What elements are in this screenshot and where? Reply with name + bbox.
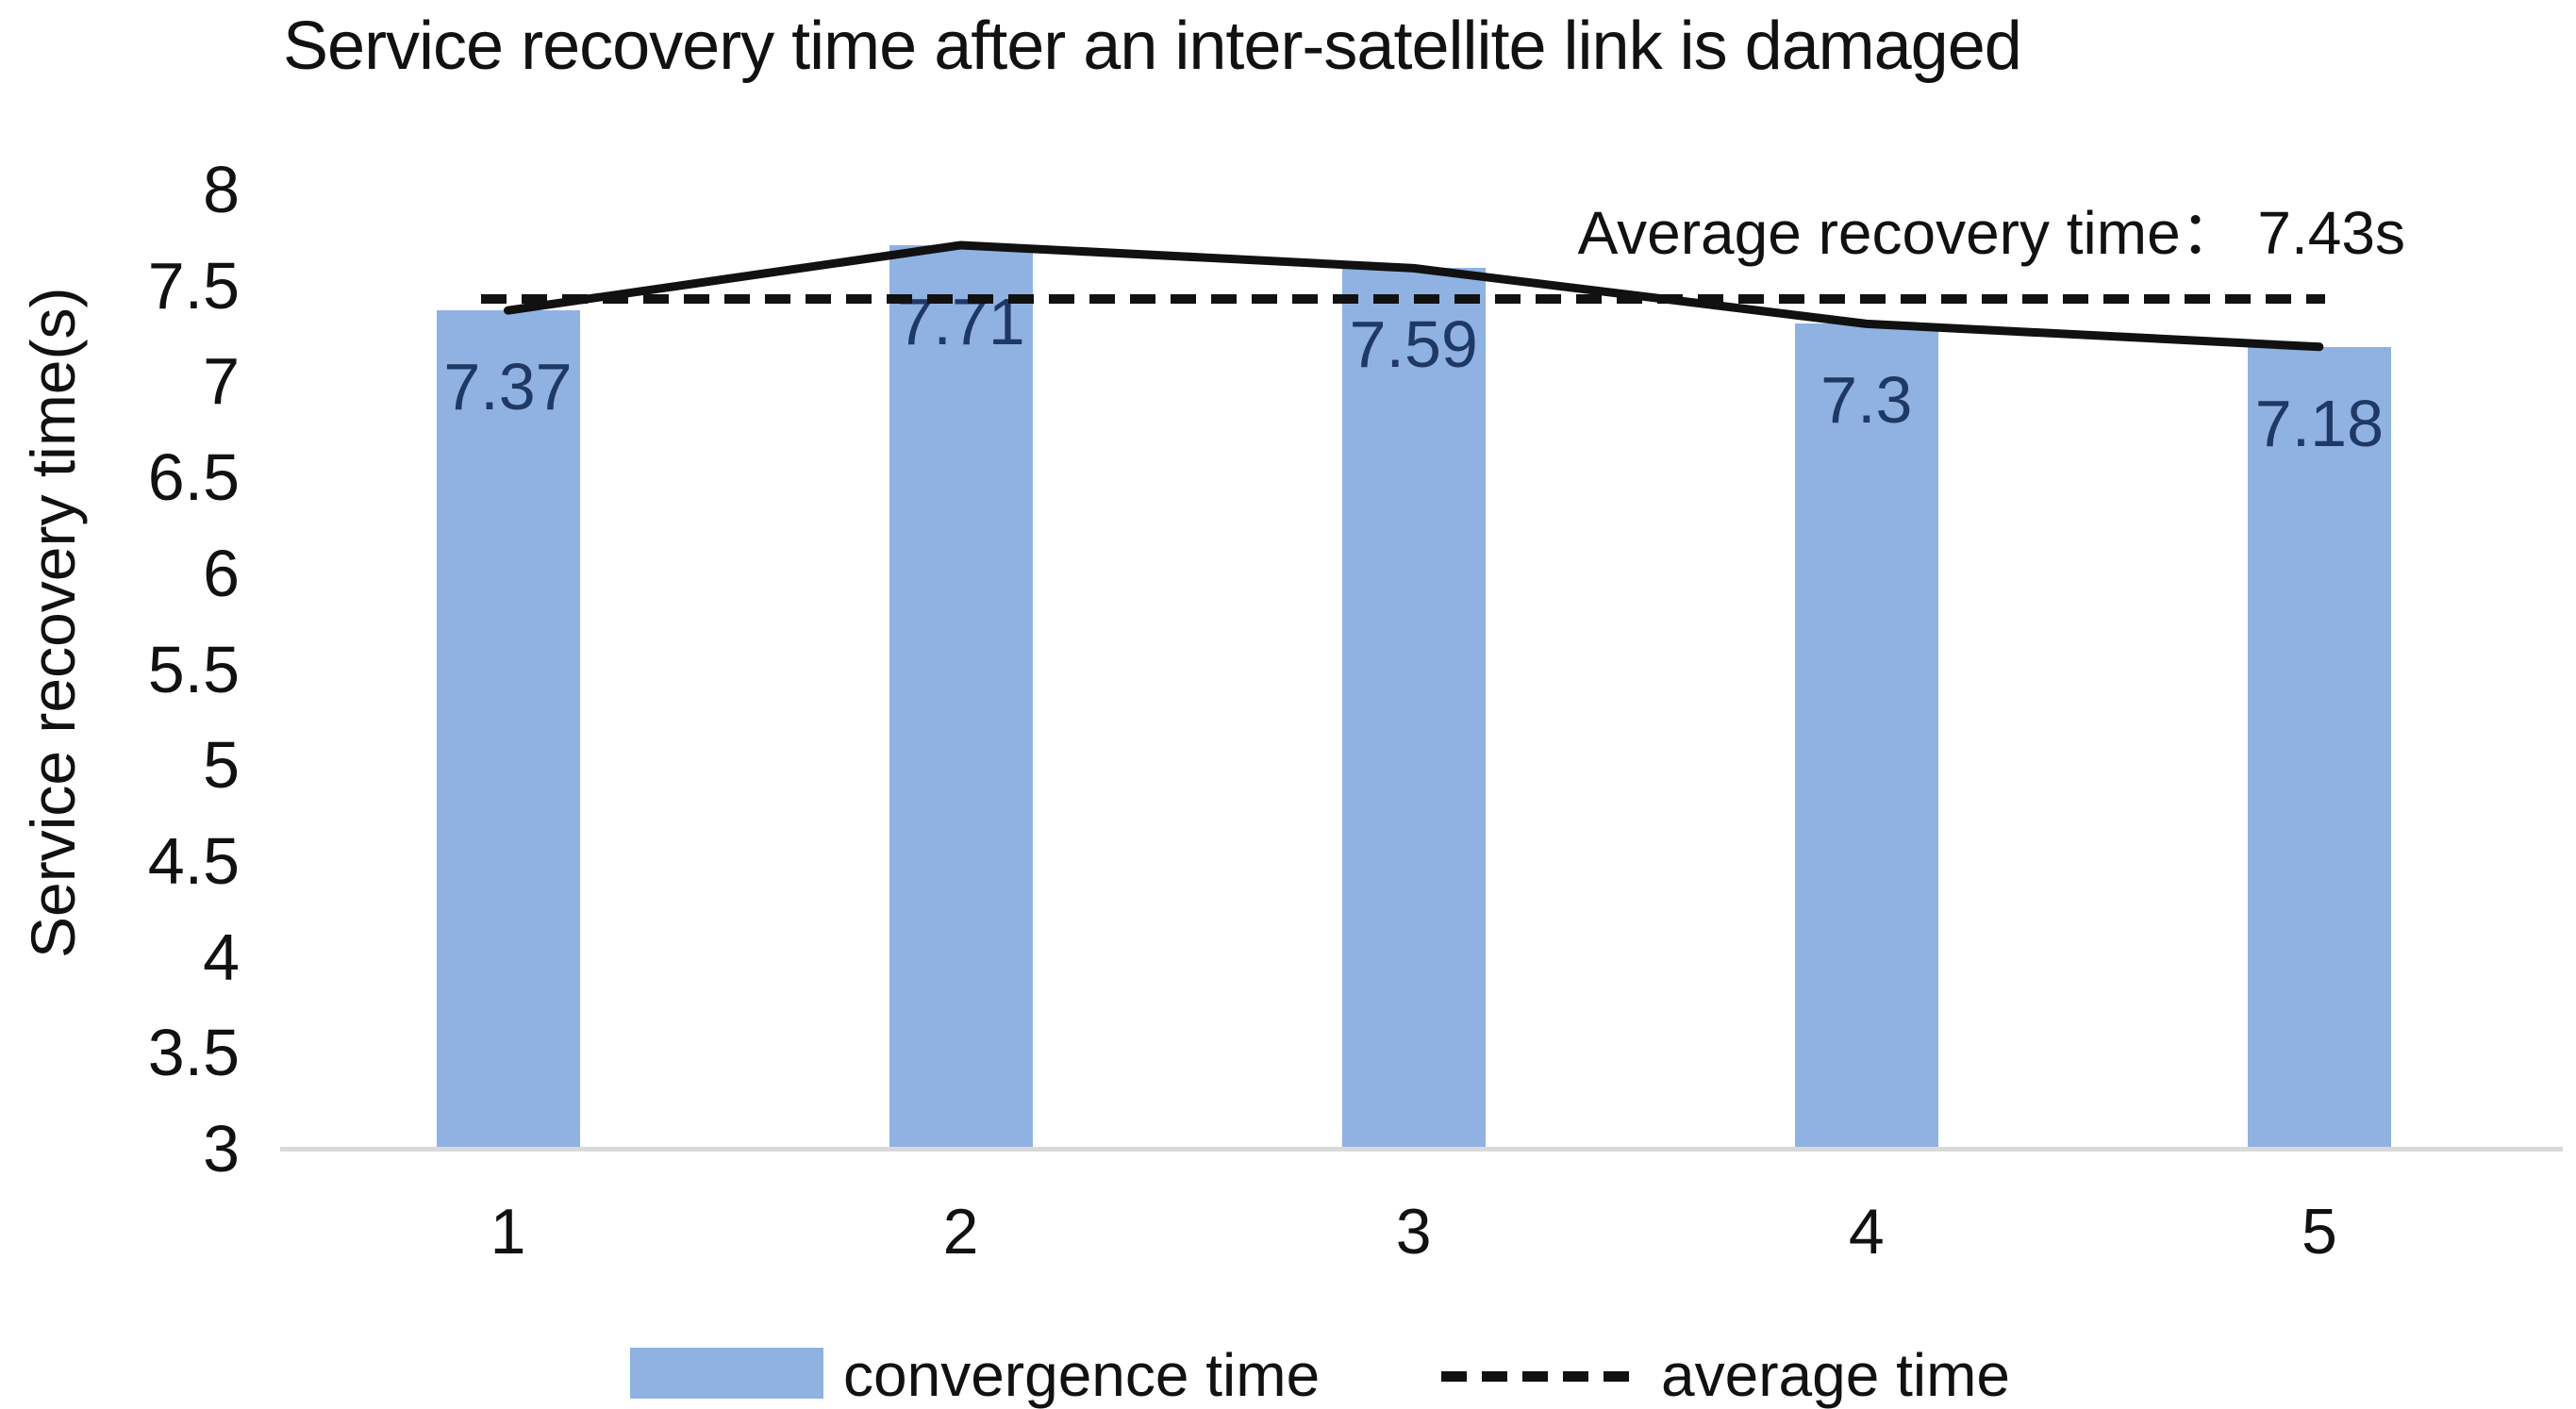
bar-convergence-time	[1341, 268, 1486, 1149]
chart-title: Service recovery time after an inter-sat…	[283, 8, 2022, 84]
x-tick-label: 3	[1395, 1196, 1432, 1268]
bar-data-label: 7.37	[443, 350, 573, 424]
x-tick-label: 4	[1848, 1196, 1885, 1268]
legend-label-average-time: average time	[1661, 1341, 2010, 1409]
x-tick-label: 2	[942, 1196, 979, 1268]
bar-convergence-time	[889, 244, 1033, 1149]
bar-convergence-time	[2247, 346, 2391, 1149]
x-tick-label: 5	[2301, 1196, 2337, 1268]
y-tick-label: 3	[203, 1112, 240, 1185]
legend-swatch-convergence-time	[630, 1348, 823, 1399]
legend-label-convergence-time: convergence time	[843, 1341, 1321, 1409]
y-tick-label: 4.5	[147, 823, 240, 898]
x-tick-label: 1	[490, 1196, 526, 1268]
y-tick-label: 6	[203, 536, 240, 610]
bar-data-label: 7.3	[1820, 363, 1913, 438]
y-tick-label: 8	[203, 153, 240, 226]
bar-data-label: 7.59	[1349, 307, 1478, 382]
y-tick-label: 5.5	[147, 632, 240, 706]
y-tick-label: 4	[203, 920, 240, 994]
legend-dash-average-time	[1441, 1371, 1637, 1382]
trend-line	[504, 240, 2324, 352]
x-axis-line	[280, 1147, 2563, 1152]
bar-data-label: 7.18	[2254, 386, 2385, 460]
y-tick-label: 7.5	[147, 248, 240, 323]
y-tick-label: 7	[203, 344, 240, 419]
bar-data-label: 7.71	[896, 284, 1025, 358]
bar-convergence-time	[436, 310, 580, 1149]
y-tick-label: 3.5	[147, 1016, 240, 1090]
y-tick-label: 5	[203, 728, 240, 803]
average-annotation: Average recovery time： 7.43s	[1577, 199, 2405, 267]
bar-convergence-time	[1794, 323, 1938, 1149]
y-tick-label: 6.5	[147, 440, 240, 515]
